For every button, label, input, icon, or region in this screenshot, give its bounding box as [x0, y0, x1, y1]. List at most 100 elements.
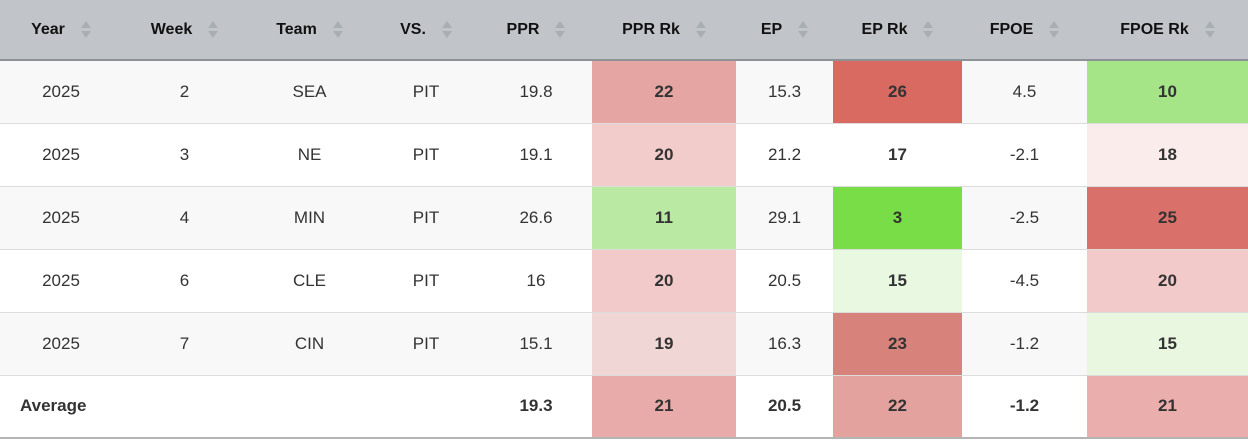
cell-year: 2025 [0, 123, 122, 187]
column-label: EP [760, 20, 783, 38]
cell-ep_rk: 15 [833, 249, 962, 313]
cell-fpoe_rk: 18 [1087, 123, 1248, 187]
column-label: Year [31, 20, 65, 38]
sort-arrows-icon [1049, 21, 1060, 38]
cell-ep: 29.1 [736, 186, 833, 250]
sort-arrows-icon [80, 21, 91, 38]
cell-week: 7 [122, 312, 247, 376]
cell-ppr: 16 [480, 249, 592, 313]
sort-up-icon [555, 21, 566, 28]
cell-fpoe: -4.5 [962, 249, 1087, 313]
column-header-fpoe[interactable]: FPOE [962, 0, 1087, 61]
sort-down-icon [332, 31, 343, 38]
column-header-fpoe_rk[interactable]: FPOE Rk [1087, 0, 1248, 61]
cell-team [247, 375, 372, 439]
table-row: 2025 3 NE PIT 19.1 20 21.2 17 -2.1 18 [0, 123, 1248, 187]
cell-fpoe: -2.5 [962, 186, 1087, 250]
cell-ep: 21.2 [736, 123, 833, 187]
column-header-vs[interactable]: VS. [372, 0, 480, 61]
cell-ppr: 19.3 [480, 375, 592, 439]
sort-up-icon [1204, 21, 1215, 28]
column-header-ppr[interactable]: PPR [480, 0, 592, 61]
sort-up-icon [923, 21, 934, 28]
cell-ep: 20.5 [736, 375, 833, 439]
cell-vs: PIT [372, 60, 480, 124]
sort-arrows-icon [555, 21, 566, 38]
cell-ppr_rk: 19 [592, 312, 736, 376]
sort-down-icon [441, 31, 452, 38]
sort-down-icon [555, 31, 566, 38]
cell-fpoe_rk: 25 [1087, 186, 1248, 250]
column-header-year[interactable]: Year [0, 0, 122, 61]
column-header-team[interactable]: Team [247, 0, 372, 61]
sort-down-icon [1049, 31, 1060, 38]
column-header-ppr_rk[interactable]: PPR Rk [592, 0, 736, 61]
cell-ppr: 19.8 [480, 60, 592, 124]
cell-fpoe: -1.2 [962, 375, 1087, 439]
column-header-ep[interactable]: EP [736, 0, 833, 61]
cell-week [122, 375, 247, 439]
sort-arrows-icon [798, 21, 809, 38]
cell-year: 2025 [0, 312, 122, 376]
cell-vs: PIT [372, 123, 480, 187]
table-header: Year Week Team VS. PPR PPR Rk EP EP Rk FPOE FPOE … [0, 0, 1248, 61]
sort-up-icon [208, 21, 219, 28]
sort-arrows-icon [923, 21, 934, 38]
cell-year: 2025 [0, 249, 122, 313]
cell-fpoe_rk: 21 [1087, 375, 1248, 439]
cell-week: 6 [122, 249, 247, 313]
stats-table: Year Week Team VS. PPR PPR Rk EP EP Rk FPOE FPOE … [0, 0, 1248, 439]
sort-down-icon [695, 31, 706, 38]
sort-down-icon [923, 31, 934, 38]
cell-ppr_rk: 20 [592, 123, 736, 187]
cell-team: CIN [247, 312, 372, 376]
sort-down-icon [80, 31, 91, 38]
sort-arrows-icon [441, 21, 452, 38]
sort-up-icon [441, 21, 452, 28]
sort-up-icon [695, 21, 706, 28]
column-label: PPR Rk [622, 20, 680, 38]
cell-ep_rk: 23 [833, 312, 962, 376]
cell-vs: PIT [372, 312, 480, 376]
cell-week: 2 [122, 60, 247, 124]
column-label: EP Rk [861, 20, 908, 38]
cell-fpoe_rk: 10 [1087, 60, 1248, 124]
sort-up-icon [798, 21, 809, 28]
sort-up-icon [1049, 21, 1060, 28]
cell-ep_rk: 22 [833, 375, 962, 439]
header-row: Year Week Team VS. PPR PPR Rk EP EP Rk FPOE FPOE … [0, 0, 1248, 61]
cell-ppr: 19.1 [480, 123, 592, 187]
cell-ppr: 15.1 [480, 312, 592, 376]
cell-vs [372, 375, 480, 439]
sort-down-icon [798, 31, 809, 38]
column-label: Team [276, 20, 317, 38]
column-label: VS. [400, 20, 426, 38]
cell-ep_rk: 17 [833, 123, 962, 187]
table-row: 2025 6 CLE PIT 16 20 20.5 15 -4.5 20 [0, 249, 1248, 313]
stats-table-container: Year Week Team VS. PPR PPR Rk EP EP Rk FPOE FPOE … [0, 0, 1248, 439]
sort-up-icon [80, 21, 91, 28]
cell-ep_rk: 26 [833, 60, 962, 124]
cell-week: 3 [122, 123, 247, 187]
cell-fpoe: -1.2 [962, 312, 1087, 376]
cell-team: CLE [247, 249, 372, 313]
cell-ep_rk: 3 [833, 186, 962, 250]
cell-vs: PIT [372, 186, 480, 250]
table-row: 2025 7 CIN PIT 15.1 19 16.3 23 -1.2 15 [0, 312, 1248, 376]
column-header-ep_rk[interactable]: EP Rk [833, 0, 962, 61]
column-header-week[interactable]: Week [122, 0, 247, 61]
cell-ppr_rk: 22 [592, 60, 736, 124]
sort-arrows-icon [208, 21, 219, 38]
cell-ep: 16.3 [736, 312, 833, 376]
cell-ppr: 26.6 [480, 186, 592, 250]
column-label: FPOE [989, 20, 1034, 38]
cell-year: 2025 [0, 186, 122, 250]
sort-down-icon [1204, 31, 1215, 38]
cell-fpoe_rk: 15 [1087, 312, 1248, 376]
sort-arrows-icon [332, 21, 343, 38]
cell-team: NE [247, 123, 372, 187]
cell-fpoe: -2.1 [962, 123, 1087, 187]
cell-fpoe: 4.5 [962, 60, 1087, 124]
column-label: FPOE Rk [1120, 20, 1189, 38]
table-row: 2025 2 SEA PIT 19.8 22 15.3 26 4.5 10 [0, 60, 1248, 124]
